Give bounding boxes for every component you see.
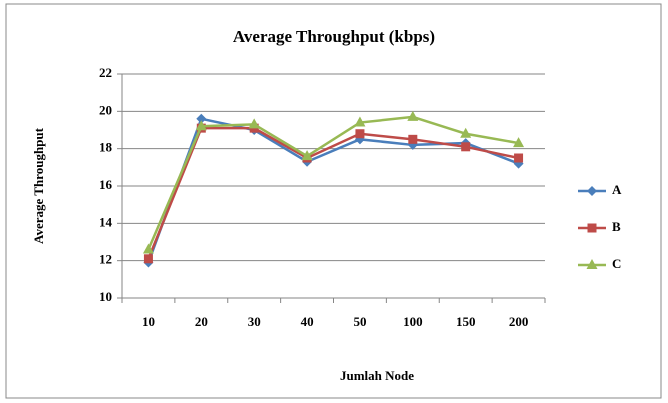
x-tick-label: 20 bbox=[195, 314, 208, 329]
y-tick-label: 22 bbox=[99, 65, 112, 80]
x-tick-label: 50 bbox=[353, 314, 366, 329]
x-tick-label: 150 bbox=[456, 314, 476, 329]
data-point bbox=[514, 153, 524, 163]
legend-marker bbox=[587, 223, 597, 233]
x-tick-label: 30 bbox=[248, 314, 261, 329]
y-tick-label: 12 bbox=[99, 252, 112, 267]
data-point bbox=[461, 142, 471, 152]
data-point bbox=[513, 137, 525, 148]
x-tick-label: 10 bbox=[142, 314, 155, 329]
y-tick-label: 20 bbox=[99, 102, 112, 117]
data-point bbox=[460, 127, 472, 138]
x-tick-label: 40 bbox=[301, 314, 314, 329]
data-point bbox=[301, 150, 313, 161]
y-tick-label: 16 bbox=[99, 177, 113, 192]
data-point bbox=[407, 110, 419, 121]
data-point bbox=[196, 113, 207, 124]
y-axis-label: Average Throughput bbox=[31, 127, 46, 244]
series-line bbox=[147, 126, 519, 260]
y-tick-label: 18 bbox=[99, 140, 113, 155]
x-tick-label: 100 bbox=[403, 314, 423, 329]
legend-label: B bbox=[612, 219, 621, 234]
x-axis-label: Jumlah Node bbox=[340, 368, 414, 383]
x-tick-label: 200 bbox=[509, 314, 529, 329]
data-point bbox=[408, 134, 418, 144]
data-point bbox=[355, 129, 365, 139]
data-point bbox=[142, 243, 154, 254]
data-point bbox=[354, 116, 366, 127]
chart-border bbox=[5, 3, 662, 399]
chart-title: Average Throughput (kbps) bbox=[233, 27, 435, 46]
legend-marker bbox=[587, 186, 597, 196]
legend-marker bbox=[586, 259, 598, 269]
data-point bbox=[248, 118, 260, 129]
data-point bbox=[143, 254, 153, 264]
legend-label: C bbox=[612, 256, 621, 271]
series-line bbox=[147, 117, 520, 263]
data-point bbox=[195, 120, 207, 131]
y-tick-label: 14 bbox=[99, 214, 113, 229]
y-tick-label: 10 bbox=[99, 289, 112, 304]
series-line bbox=[147, 115, 519, 250]
legend-label: A bbox=[612, 182, 622, 197]
